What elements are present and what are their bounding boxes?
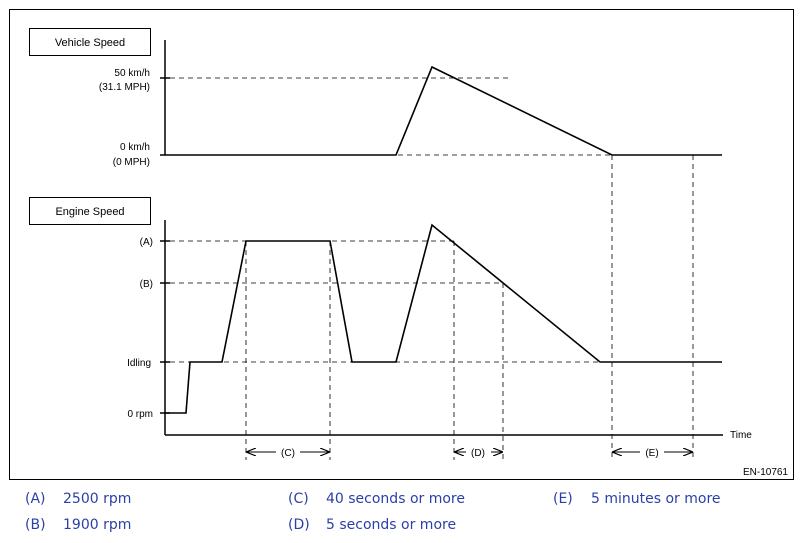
legend-text: 5 minutes or more bbox=[591, 491, 721, 507]
vehicle-speed-trace bbox=[160, 65, 722, 156]
engine-tick-zero-label: 0 rpm bbox=[127, 409, 153, 420]
legend-text: 40 seconds or more bbox=[326, 491, 465, 507]
legend-text: 1900 rpm bbox=[63, 517, 132, 533]
vehicle-tick-0-label: 0 km/h bbox=[120, 142, 150, 153]
legend-key: (C) bbox=[288, 491, 309, 507]
engine-speed-box bbox=[29, 197, 151, 225]
engine-tick-b-label: (B) bbox=[140, 279, 153, 290]
diagram-frame bbox=[9, 9, 794, 480]
legend-item-e: (E) 5 minutes or more bbox=[553, 491, 721, 507]
time-axis-label: Time bbox=[730, 430, 752, 441]
legend-key: (E) bbox=[553, 491, 573, 507]
vehicle-speed-label: Vehicle Speed bbox=[55, 37, 125, 49]
engine-tick-idling-label: Idling bbox=[127, 358, 151, 369]
legend-item-a: (A) 2500 rpm bbox=[25, 491, 131, 507]
legend-key: (A) bbox=[25, 491, 46, 507]
legend-item-c: (C) 40 seconds or more bbox=[288, 491, 465, 507]
vehicle-speed-box bbox=[29, 28, 151, 56]
engine-speed-label: Engine Speed bbox=[55, 206, 124, 218]
vehicle-tick-50-label: 50 km/h bbox=[114, 68, 150, 79]
legend-text: 5 seconds or more bbox=[326, 517, 457, 533]
vehicle-tick-0-sublabel: (0 MPH) bbox=[113, 157, 150, 168]
engine-speed-trace bbox=[165, 223, 722, 414]
legend-key: (D) bbox=[288, 517, 310, 533]
interval-e-label: (E) bbox=[645, 448, 658, 459]
interval-d-label: (D) bbox=[471, 448, 485, 459]
interval-c-label: (C) bbox=[281, 448, 295, 459]
vehicle-tick-50-sublabel: (31.1 MPH) bbox=[99, 82, 150, 93]
legend-key: (B) bbox=[25, 517, 46, 533]
legend-item-b: (B) 1900 rpm bbox=[25, 517, 131, 533]
legend-text: 2500 rpm bbox=[63, 491, 132, 507]
engine-tick-a-label: (A) bbox=[140, 237, 153, 248]
figure-code: EN-10761 bbox=[743, 467, 788, 478]
legend-item-d: (D) 5 seconds or more bbox=[288, 517, 456, 533]
